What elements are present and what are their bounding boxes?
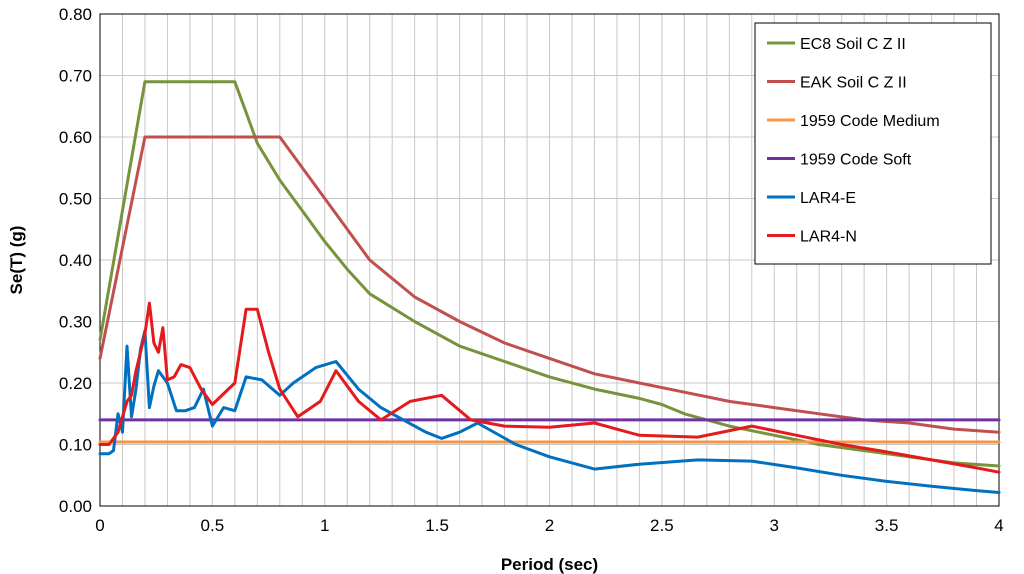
x-tick-label: 4 (994, 516, 1003, 535)
x-tick-label: 0 (95, 516, 104, 535)
legend-label: 1959 Code Soft (800, 152, 912, 169)
y-tick-label: 0.30 (59, 313, 92, 332)
series-layer (98, 80, 1001, 494)
y-axis-ticks: 0.00 0.10 0.20 0.30 0.40 0.50 0.60 0.70 0.80 (59, 5, 92, 516)
legend-label: EC8 Soil C Z II (800, 36, 906, 53)
y-tick-label: 0.20 (59, 374, 92, 393)
y-axis-title: Se(T) (g) (7, 226, 26, 295)
x-tick-label: 1 (320, 516, 329, 535)
x-axis-ticks: 0 0.5 1 1.5 2 2.5 3 3.5 4 (95, 516, 1003, 535)
y-tick-label: 0.00 (59, 497, 92, 516)
legend-label: EAK Soil C Z II (800, 75, 907, 92)
legend-label: LAR4-N (800, 229, 857, 246)
x-axis-title: Period (sec) (501, 555, 598, 574)
x-tick-label: 0.5 (201, 516, 225, 535)
legend-box (754, 22, 992, 265)
legend-label: 1959 Code Medium (800, 113, 940, 130)
y-tick-label: 0.60 (59, 128, 92, 147)
series-line-lar4-n (98, 301, 1001, 474)
x-tick-label: 3.5 (875, 516, 899, 535)
x-tick-label: 3 (770, 516, 779, 535)
series-line-ec8-soil-c-z-ii (98, 80, 1001, 468)
x-tick-label: 2.5 (650, 516, 674, 535)
legend: EC8 Soil C Z II EAK Soil C Z II 1959 Code … (754, 22, 992, 265)
legend-label: LAR4-E (800, 190, 856, 207)
y-tick-label: 0.80 (59, 5, 92, 24)
x-tick-label: 1.5 (425, 516, 449, 535)
series-line-lar4-e (98, 329, 1001, 494)
x-tick-label: 2 (545, 516, 554, 535)
y-tick-label: 0.70 (59, 67, 92, 86)
plot-frame (99, 13, 1000, 507)
y-tick-label: 0.50 (59, 190, 92, 209)
y-tick-label: 0.40 (59, 251, 92, 270)
y-tick-label: 0.10 (59, 436, 92, 455)
